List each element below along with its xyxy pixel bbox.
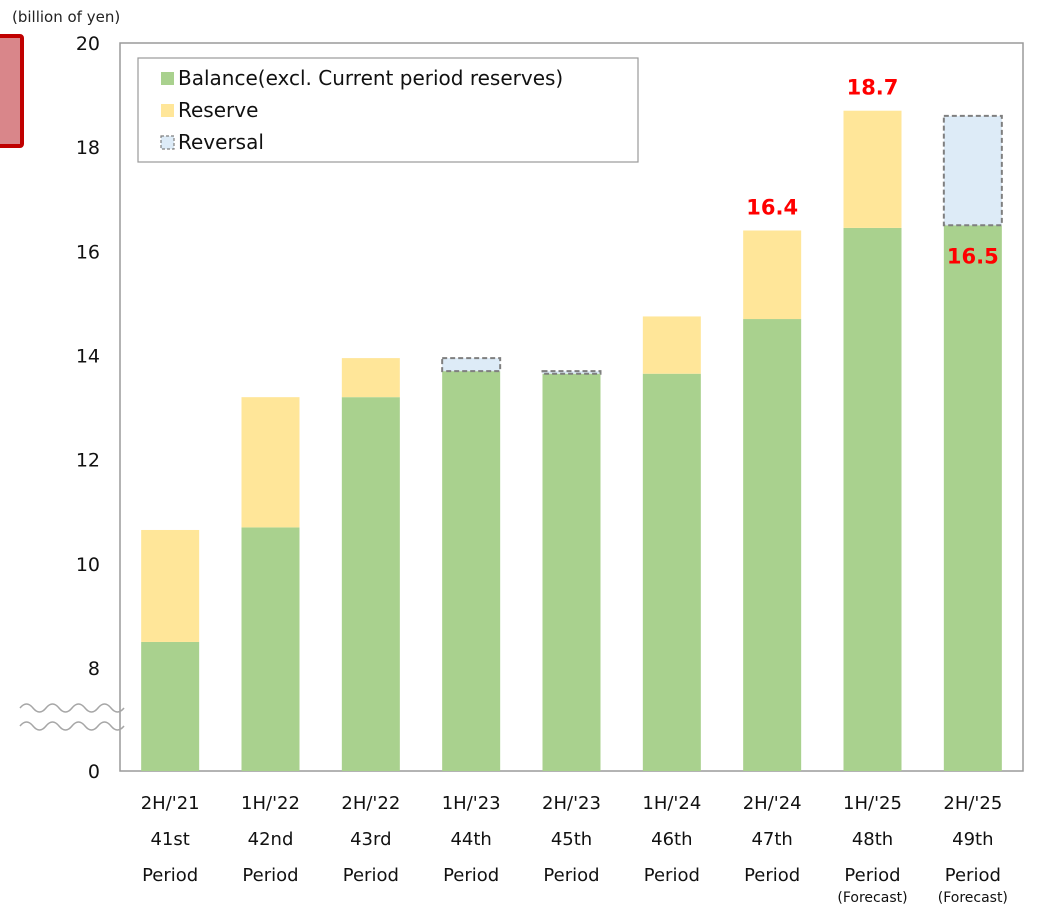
x-tick-label: Period (343, 865, 399, 886)
bar-balance (843, 227, 902, 772)
x-tick-label: Period (844, 865, 900, 886)
bars (141, 110, 1003, 772)
x-tick-label: 48th (852, 829, 893, 850)
forecast-note: (Forecast) (938, 890, 1008, 906)
total-value-label: 18.7 (847, 76, 899, 100)
red-marker-box (0, 34, 24, 148)
y-tick-label: 0 (88, 761, 100, 783)
y-tick-label: 14 (76, 346, 100, 368)
x-tick-label: 2H/'24 (743, 793, 802, 814)
x-tick-label: 2H/'21 (141, 793, 200, 814)
legend-swatch (160, 135, 175, 150)
bar-balance (743, 319, 802, 771)
total-value-label: 16.4 (746, 196, 798, 220)
x-tick-label: 42nd (248, 829, 294, 850)
x-tick-label: 43rd (350, 829, 391, 850)
total-value-label: 16.5 (947, 244, 999, 268)
bar-balance (943, 225, 1002, 771)
x-tick-label: 41st (150, 829, 189, 850)
bar-reserve (743, 230, 802, 320)
x-tick-label: 2H/'23 (542, 793, 601, 814)
legend-label: Balance(excl. Current period reserves) (178, 66, 563, 90)
bar-reserve (341, 358, 400, 398)
x-tick-label: 1H/'22 (241, 793, 300, 814)
bar-reversal (942, 114, 1003, 227)
bar-reserve (642, 316, 701, 374)
x-tick-label: 1H/'25 (843, 793, 902, 814)
x-tick-label: Period (744, 865, 800, 886)
x-tick-label: 46th (651, 829, 692, 850)
unit-label: (billion of yen) (12, 8, 121, 26)
x-tick-label: 2H/'25 (943, 793, 1002, 814)
x-tick-label: 44th (450, 829, 491, 850)
bar-balance (642, 373, 701, 771)
bar-reversal (441, 357, 502, 373)
x-tick-label: Period (644, 865, 700, 886)
x-tick-label: 1H/'24 (642, 793, 701, 814)
bar-balance (141, 641, 200, 771)
bar-balance (341, 397, 400, 771)
legend: Balance(excl. Current period reserves) Re… (137, 57, 639, 163)
x-tick-label: 1H/'23 (442, 793, 501, 814)
y-tick-label: 18 (76, 137, 100, 159)
total-labels: 16.4 18.7 16.5 (746, 76, 998, 269)
y-tick-label: 16 (76, 241, 100, 263)
y-tick-label: 8 (88, 658, 100, 680)
bar-balance (241, 527, 300, 771)
x-tick-label: Period (242, 865, 298, 886)
bar-reserve (141, 529, 200, 642)
bar-balance (542, 373, 601, 771)
bar-balance (442, 371, 501, 771)
bar-reserve (241, 397, 300, 528)
x-tick-label: 49th (952, 829, 993, 850)
bar-reserve (843, 110, 902, 228)
legend-box (137, 57, 639, 163)
y-tick-label: 20 (76, 33, 100, 55)
legend-swatch (161, 72, 174, 85)
legend-label: Reserve (178, 98, 258, 122)
legend-label: Reversal (178, 130, 264, 154)
x-axis: 2H/'21 41st Period 1H/'22 42nd Period 2H/'22 43… (141, 793, 1008, 906)
legend-swatch (161, 104, 174, 117)
x-tick-label: 2H/'22 (341, 793, 400, 814)
break-wave (19, 703, 125, 713)
x-tick-label: Period (142, 865, 198, 886)
forecast-note: (Forecast) (837, 890, 907, 906)
x-tick-label: 47th (751, 829, 792, 850)
y-axis: 0 8 10 12 14 16 18 20 (76, 33, 100, 783)
x-tick-label: 45th (551, 829, 592, 850)
y-tick-label: 10 (76, 554, 100, 576)
axis-break-marker (19, 703, 125, 731)
bar-reversal (541, 370, 602, 375)
x-tick-label: Period (543, 865, 599, 886)
break-wave (19, 721, 125, 731)
x-tick-label: Period (945, 865, 1001, 886)
x-tick-label: Period (443, 865, 499, 886)
y-tick-label: 12 (76, 450, 100, 472)
